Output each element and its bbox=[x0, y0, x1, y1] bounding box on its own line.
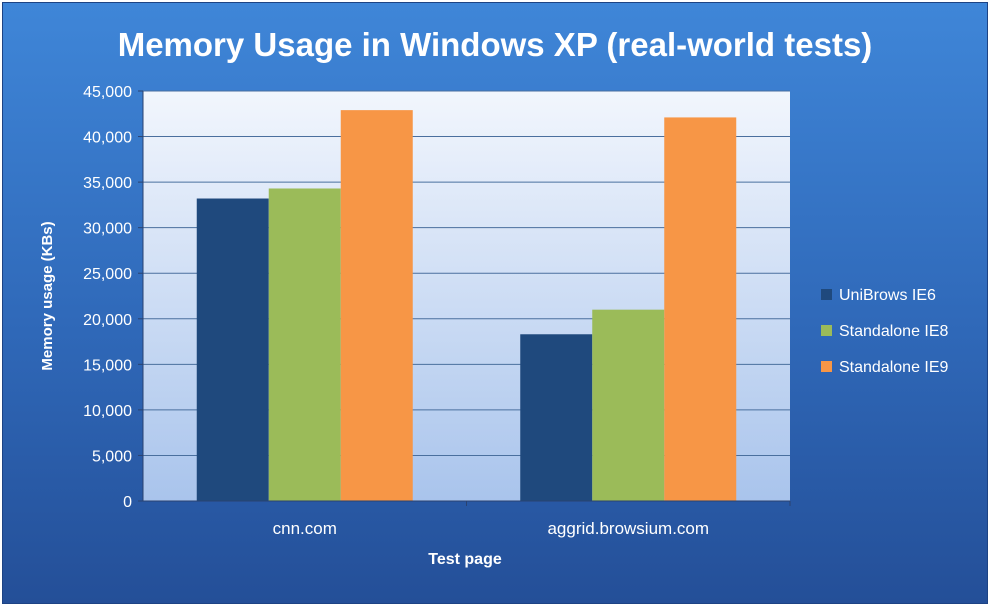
bar bbox=[340, 110, 413, 501]
bar bbox=[196, 198, 269, 501]
y-tick-label: 35,000 bbox=[83, 175, 132, 192]
bars bbox=[196, 110, 737, 501]
y-tick-label: 25,000 bbox=[83, 266, 132, 283]
y-tick-label: 20,000 bbox=[83, 312, 132, 329]
y-tick-label: 40,000 bbox=[83, 130, 132, 147]
x-axis-label: Test page bbox=[428, 551, 502, 568]
y-tick-label: 10,000 bbox=[83, 403, 132, 420]
y-tick-label: 30,000 bbox=[83, 221, 132, 238]
y-tick-labels: 0 5,000 10,000 15,000 20,000 25,000 30,000 35,0… bbox=[83, 84, 132, 511]
y-tick-label: 15,000 bbox=[83, 357, 132, 374]
bar bbox=[664, 117, 737, 501]
legend-swatch bbox=[821, 361, 832, 372]
legend-swatch bbox=[821, 289, 832, 300]
legend-label: Standalone IE9 bbox=[839, 359, 949, 376]
legend: UniBrows IE6 Standalone IE8 Standalone IE9 bbox=[821, 287, 949, 376]
y-tick-label: 5,000 bbox=[92, 448, 132, 465]
x-tick-label: aggrid.browsium.com bbox=[547, 519, 709, 538]
legend-label: UniBrows IE6 bbox=[839, 287, 936, 304]
x-tick-labels: cnn.com aggrid.browsium.com bbox=[273, 519, 709, 538]
y-axis-label: Memory usage (KBs) bbox=[39, 221, 56, 370]
y-tick-label: 45,000 bbox=[83, 84, 132, 101]
legend-label: Standalone IE8 bbox=[839, 323, 949, 340]
legend-swatch bbox=[821, 325, 832, 336]
bar bbox=[520, 334, 593, 501]
axes bbox=[138, 90, 791, 506]
chart-title: Memory Usage in Windows XP (real-world t… bbox=[118, 26, 873, 63]
x-tick-label: cnn.com bbox=[273, 519, 337, 538]
bar bbox=[592, 309, 665, 501]
y-tick-label: 0 bbox=[123, 494, 132, 511]
bar bbox=[268, 188, 341, 501]
